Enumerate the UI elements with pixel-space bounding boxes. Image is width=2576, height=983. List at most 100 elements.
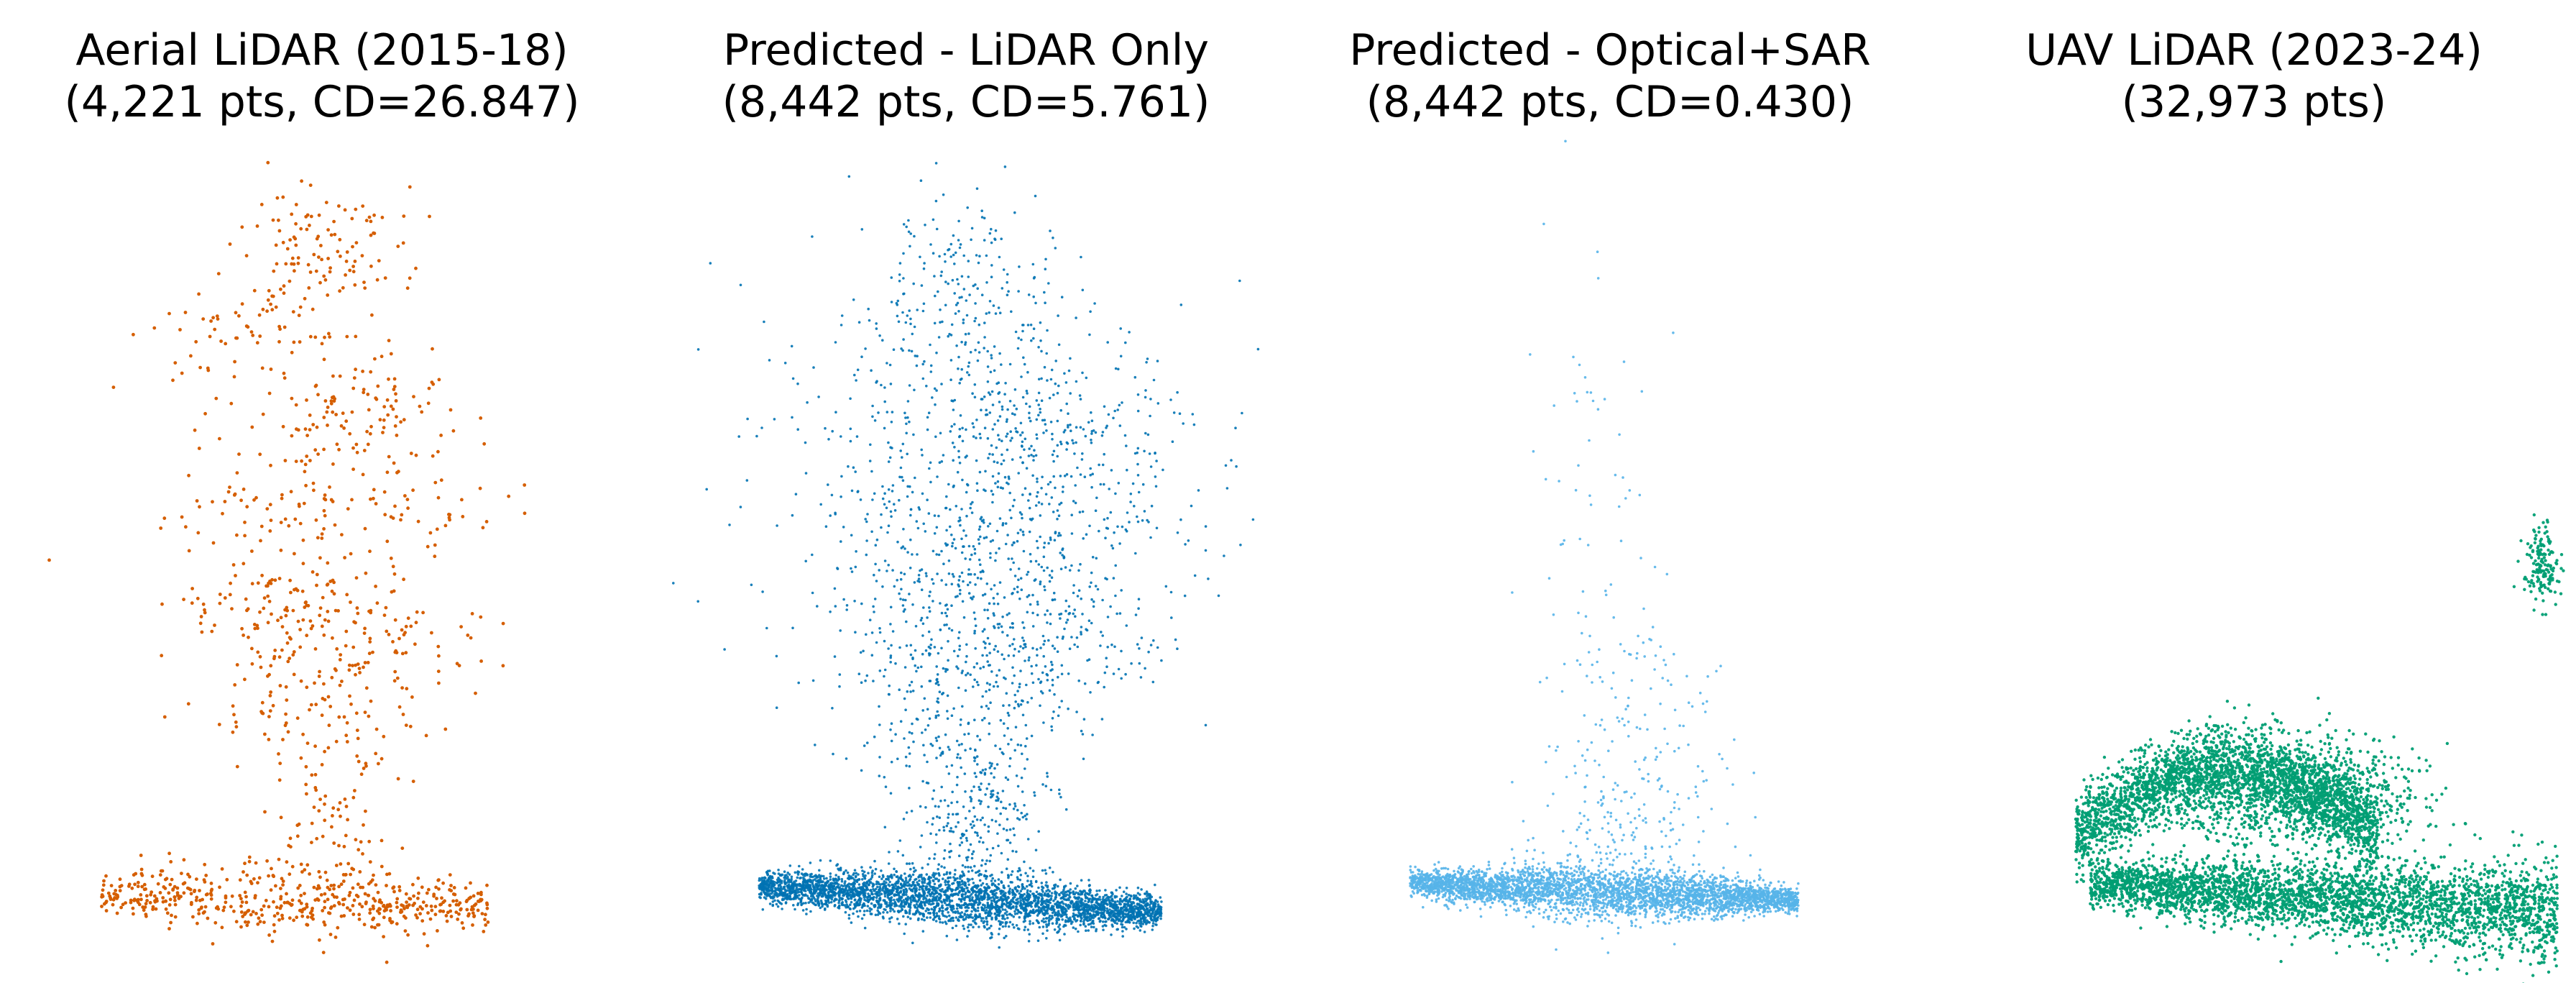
point-marker [397,884,402,889]
point-marker [898,475,901,479]
point-marker [397,470,400,474]
point-marker [270,612,273,616]
point-marker [1116,612,1118,616]
point-marker [946,668,949,671]
point-marker [1000,851,1003,855]
point-marker [338,237,342,242]
point-marker [905,422,908,426]
point-marker [1101,463,1105,467]
point-marker [1008,887,1011,890]
point-marker [1017,567,1021,570]
point-marker [937,872,940,875]
point-marker [1056,391,1059,395]
point-marker [367,839,372,843]
point-marker [904,416,907,419]
point-marker [923,754,926,756]
point-marker [1082,428,1085,431]
point-marker [958,644,962,648]
point-marker [1000,439,1003,442]
point-marker [1062,431,1066,434]
point-marker [905,764,908,767]
point-marker [961,864,965,867]
point-marker [992,597,995,600]
point-marker [885,881,888,884]
point-marker [247,855,252,859]
point-marker [960,766,962,769]
point-marker [1007,290,1010,293]
point-marker [195,877,198,881]
point-marker [380,864,384,869]
point-marker [1060,672,1064,676]
point-marker [906,690,909,693]
point-marker [1034,504,1038,507]
point-marker [1001,631,1004,634]
point-marker [1141,519,1144,522]
point-marker [285,860,289,864]
point-marker [1021,461,1024,464]
point-marker [368,636,372,641]
point-marker [253,626,257,631]
point-marker [194,898,198,902]
point-marker [1065,448,1068,451]
point-marker [382,426,386,429]
point-marker [952,575,955,578]
point-marker [1090,411,1092,414]
point-marker [932,789,936,792]
point-marker [1046,775,1049,778]
point-marker [312,488,316,493]
title-line-2: (8,442 pts, CD=5.761) [722,77,1210,127]
point-marker [957,854,961,857]
point-marker [312,252,316,257]
point-marker [1050,725,1053,728]
point-marker [1070,636,1073,639]
point-marker [887,441,890,444]
point-marker [367,714,371,718]
point-marker [965,660,967,664]
point-marker [1013,498,1016,502]
point-marker [1011,436,1013,439]
point-marker [357,667,362,670]
point-marker [927,630,931,634]
point-marker [896,299,900,303]
point-marker [983,716,986,720]
point-marker [421,900,426,904]
point-marker [965,314,969,317]
point-marker [298,899,301,903]
point-marker [1204,723,1208,727]
point-marker [283,459,288,462]
point-marker [1067,707,1070,710]
point-marker [315,237,319,241]
point-marker [1019,529,1022,531]
point-marker [299,862,303,867]
point-marker [976,577,980,580]
point-marker [995,763,999,766]
point-marker [1043,419,1046,421]
point-marker [1141,483,1145,486]
point-marker [1100,909,1103,912]
point-marker [1046,609,1049,612]
point-marker [850,570,854,573]
point-marker [860,355,863,359]
point-marker [483,918,487,922]
point-marker [982,570,985,573]
point-marker [336,925,340,930]
point-marker [348,694,351,698]
point-marker [293,517,298,521]
point-marker [342,914,346,918]
point-marker [431,454,435,458]
point-marker [904,877,908,879]
point-marker [954,813,958,816]
point-marker [160,654,164,658]
point-marker [360,254,364,257]
point-marker [386,413,390,417]
point-marker [951,882,954,885]
point-marker [1025,884,1029,888]
point-marker [1090,581,1092,585]
point-marker [1176,531,1179,534]
scatter-plot-aerial-lidar [47,160,527,964]
point-marker [340,533,344,536]
point-marker [1031,875,1035,879]
point-marker [427,887,431,892]
point-marker [472,907,475,911]
point-marker [946,717,949,721]
